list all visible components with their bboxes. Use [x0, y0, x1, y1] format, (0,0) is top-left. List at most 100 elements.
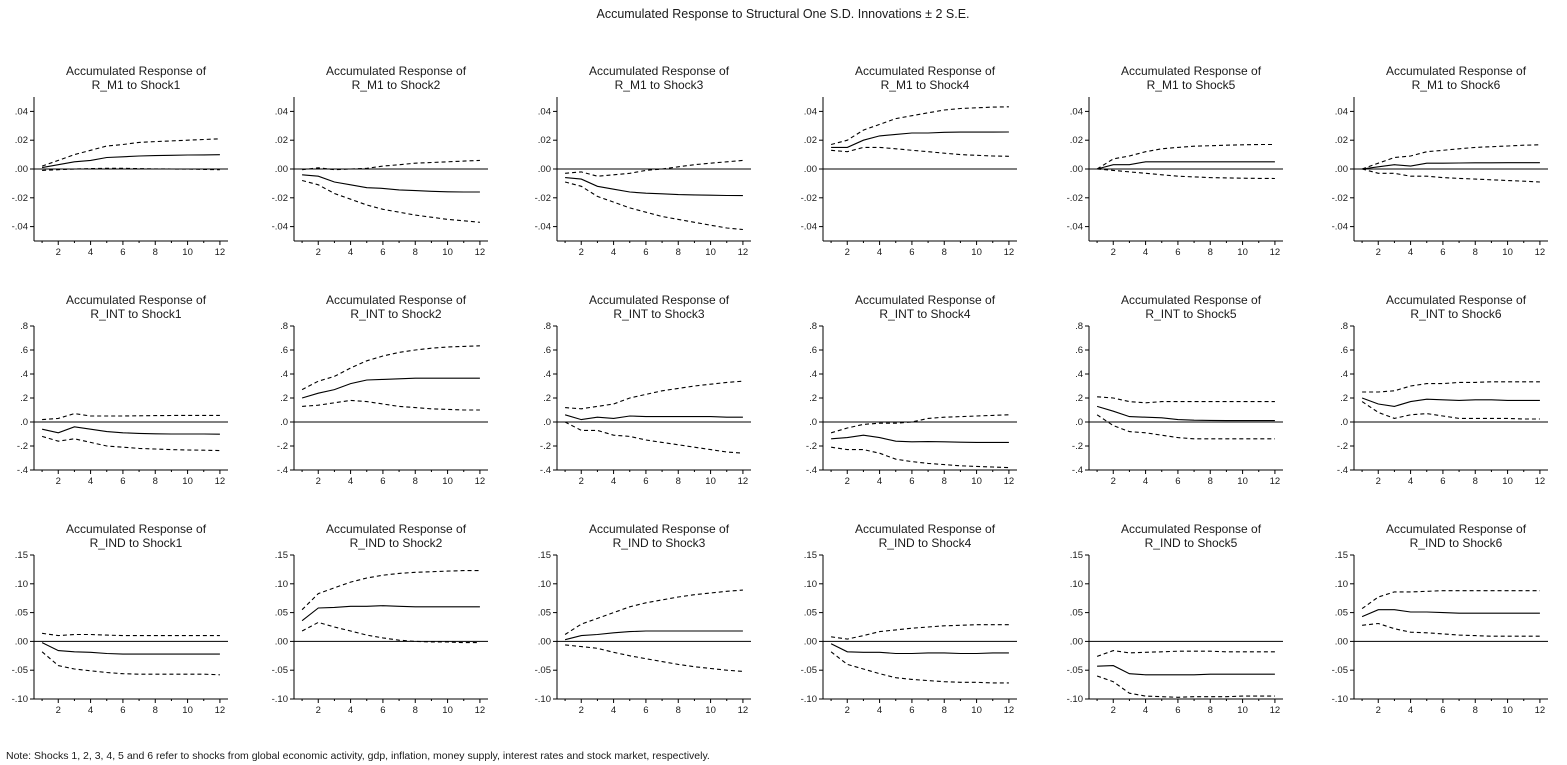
confidence-band-line — [830, 106, 1009, 146]
confidence-band-line — [42, 632, 220, 637]
x-tick-label: 6 — [380, 247, 385, 258]
irf-panel: Accumulated Response ofR_INT to Shock5 .8… — [1072, 293, 1283, 487]
y-tick-label: .2 — [1340, 393, 1348, 404]
confidence-band-line — [1362, 381, 1540, 393]
confidence-band-line — [301, 570, 480, 611]
y-tick-label: -.4 — [277, 465, 288, 476]
y-tick-label: .15 — [15, 550, 28, 561]
x-tick-label: 2 — [56, 705, 61, 716]
x-tick-label: 12 — [215, 476, 226, 487]
x-tick-label: 10 — [1237, 247, 1248, 258]
y-tick-label: .6 — [280, 345, 288, 356]
irf-panel: Accumulated Response ofR_IND to Shock6 .1… — [1332, 522, 1548, 716]
y-tick-label: .15 — [538, 550, 551, 561]
x-tick-label: 12 — [1535, 476, 1546, 487]
y-tick-label: .05 — [1070, 608, 1083, 619]
y-tick-label: .00 — [804, 636, 817, 647]
y-tick-label: -.04 — [1332, 222, 1348, 233]
x-tick-label: 10 — [442, 476, 453, 487]
response-line — [830, 643, 1009, 655]
y-tick-label: .00 — [15, 636, 28, 647]
panel-title-line: Accumulated Response of — [1121, 64, 1262, 78]
x-tick-label: 2 — [316, 705, 321, 716]
x-tick-label: 4 — [1408, 705, 1413, 716]
y-tick-label: -.02 — [272, 193, 288, 204]
confidence-band-line — [1361, 144, 1540, 170]
x-tick-label: 8 — [1473, 247, 1478, 258]
x-tick-label: 12 — [1270, 247, 1281, 258]
x-tick-label: 8 — [1208, 247, 1213, 258]
y-tick-label: .6 — [1340, 345, 1348, 356]
x-tick-label: 12 — [475, 705, 486, 716]
y-tick-label: .10 — [275, 579, 288, 590]
confidence-band-line — [301, 179, 480, 223]
y-tick-label: -.05 — [1067, 665, 1083, 676]
x-tick-label: 12 — [738, 476, 749, 487]
confidence-band-line — [302, 159, 480, 171]
y-tick-label: .00 — [804, 164, 817, 175]
y-tick-label: .4 — [809, 369, 817, 380]
y-tick-label: -.10 — [1332, 694, 1348, 705]
y-tick-label: .10 — [15, 579, 28, 590]
y-tick-label: .10 — [1335, 579, 1348, 590]
y-tick-label: .0 — [1075, 417, 1083, 428]
x-tick-label: 10 — [971, 476, 982, 487]
y-tick-label: -.4 — [1337, 465, 1348, 476]
confidence-band-line — [42, 413, 220, 421]
response-line — [1362, 162, 1540, 170]
irf-panel: Accumulated Response ofR_INT to Shock4 .8… — [806, 293, 1017, 487]
x-tick-label: 10 — [1237, 705, 1248, 716]
panel-title-line: Accumulated Response of — [855, 293, 996, 307]
confidence-band-line — [301, 621, 480, 644]
y-tick-label: -.4 — [540, 465, 551, 476]
y-tick-label: -.2 — [540, 441, 551, 452]
irf-panel: Accumulated Response ofR_M1 to Shock6 .04… — [1332, 64, 1548, 258]
y-tick-label: -.4 — [17, 465, 28, 476]
x-tick-label: 4 — [88, 247, 93, 258]
x-tick-label: 4 — [611, 705, 616, 716]
x-tick-label: 2 — [1376, 476, 1381, 487]
panel-title-line: R_INT to Shock5 — [1145, 307, 1236, 321]
y-tick-label: -.10 — [272, 694, 288, 705]
y-tick-label: -.04 — [12, 222, 28, 233]
irf-panel: Accumulated Response ofR_M1 to Shock5 .04… — [1067, 64, 1283, 258]
y-tick-label: -.10 — [12, 694, 28, 705]
confidence-band-line — [301, 345, 480, 391]
response-line — [1361, 397, 1540, 407]
y-tick-label: -.05 — [12, 665, 28, 676]
x-tick-label: 2 — [1376, 247, 1381, 258]
x-tick-label: 2 — [56, 476, 61, 487]
confidence-band-line — [41, 138, 220, 167]
confidence-band-line — [1097, 396, 1275, 404]
panel-title-line: Accumulated Response of — [855, 64, 996, 78]
y-tick-label: .00 — [1335, 636, 1348, 647]
y-tick-label: .8 — [20, 321, 28, 332]
x-tick-label: 2 — [1111, 705, 1116, 716]
y-tick-label: -.04 — [1067, 222, 1083, 233]
confidence-band-line — [564, 181, 743, 231]
panel-title-line: R_INT to Shock1 — [90, 307, 181, 321]
confidence-band-line — [41, 651, 220, 676]
confidence-band-line — [1096, 650, 1275, 657]
y-tick-label: .0 — [809, 417, 817, 428]
figure-note: Note: Shocks 1, 2, 3, 4, 5 and 6 refer t… — [6, 750, 710, 762]
y-tick-label: .2 — [280, 393, 288, 404]
irf-panel: Accumulated Response ofR_INT to Shock6 .8… — [1337, 293, 1548, 487]
x-tick-label: 2 — [316, 476, 321, 487]
x-tick-label: 4 — [1143, 247, 1148, 258]
y-tick-label: .15 — [1335, 550, 1348, 561]
x-tick-label: 8 — [153, 476, 158, 487]
x-tick-label: 8 — [1473, 705, 1478, 716]
x-tick-label: 10 — [182, 705, 193, 716]
confidence-band-line — [565, 380, 743, 410]
y-tick-label: -.4 — [806, 465, 817, 476]
irf-panel: Accumulated Response ofR_INT to Shock3 .8… — [540, 293, 751, 487]
x-tick-label: 10 — [705, 476, 716, 487]
confidence-band-line — [42, 167, 220, 171]
y-tick-label: .00 — [538, 164, 551, 175]
response-line — [302, 174, 480, 193]
y-tick-label: .4 — [20, 369, 28, 380]
x-tick-label: 8 — [1208, 705, 1213, 716]
confidence-band-line — [1097, 168, 1275, 180]
x-tick-label: 4 — [1143, 705, 1148, 716]
